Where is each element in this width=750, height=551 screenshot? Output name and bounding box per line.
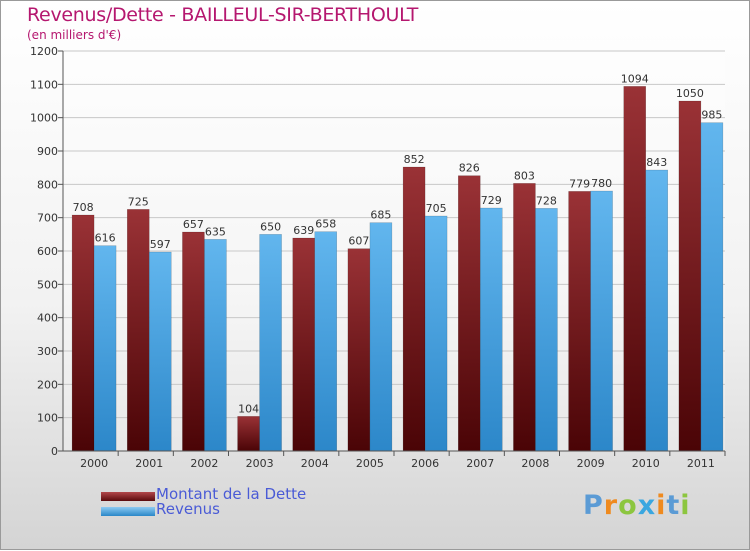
y-tick-label: 1100 — [30, 78, 58, 91]
bar-revenus — [700, 122, 724, 452]
chart-subtitle: (en milliers d'€) — [27, 28, 122, 42]
bar-revenus — [590, 190, 613, 452]
legend-label-revenus: Revenus — [156, 500, 220, 518]
proxiti-logo: Proxiti — [583, 490, 691, 521]
y-tick-label: 0 — [51, 445, 58, 458]
legend-swatch-revenus — [101, 507, 155, 516]
y-tick-label: 600 — [37, 245, 58, 258]
bar-revenus — [480, 207, 503, 452]
x-tick-label: 2002 — [190, 457, 218, 470]
y-tick-label: 1000 — [30, 112, 58, 125]
x-tick-label: 2001 — [135, 457, 163, 470]
y-tick-label: 800 — [37, 178, 58, 191]
data-label: 597 — [150, 238, 171, 251]
data-label: 635 — [205, 225, 226, 238]
y-tick-label: 200 — [37, 378, 58, 391]
data-label: 803 — [514, 169, 535, 182]
bar-dette — [347, 248, 371, 452]
data-label: 729 — [481, 194, 502, 207]
bar-revenus — [259, 234, 282, 452]
bar-revenus — [149, 251, 172, 452]
x-tick-label: 2003 — [246, 457, 274, 470]
x-tick-label: 2010 — [632, 457, 660, 470]
data-label: 708 — [73, 201, 94, 214]
x-tick-label: 2004 — [301, 457, 329, 470]
bar-revenus — [369, 222, 393, 452]
logo-letter: i — [680, 490, 691, 521]
y-tick-label: 500 — [37, 278, 58, 291]
data-label: 658 — [315, 218, 336, 231]
x-tick-label: 2008 — [521, 457, 549, 470]
data-label: 780 — [591, 177, 612, 190]
x-tick-label: 2005 — [356, 457, 384, 470]
bar-revenus — [424, 215, 448, 452]
logo-letter: P — [583, 490, 604, 521]
bar-dette — [292, 237, 315, 452]
data-label: 657 — [183, 218, 204, 231]
x-tick-label: 2006 — [411, 457, 439, 470]
data-label: 728 — [536, 194, 557, 207]
bar-revenus — [314, 231, 337, 452]
bar-dette — [127, 209, 150, 452]
logo-letter: r — [603, 490, 619, 521]
data-label: 1050 — [676, 87, 704, 100]
y-tick-label: 900 — [37, 145, 58, 158]
logo-letter: o — [618, 490, 638, 521]
data-label: 685 — [370, 209, 391, 222]
bar-revenus — [204, 239, 227, 452]
logo-letter: x — [637, 490, 657, 521]
bar-dette — [71, 214, 95, 452]
bar-dette — [568, 191, 591, 452]
data-label: 616 — [95, 232, 116, 245]
x-tick-label: 2011 — [687, 457, 715, 470]
chart-title: Revenus/Dette - BAILLEUL-SIR-BERTHOULT — [27, 4, 419, 26]
bar-revenus — [535, 208, 558, 452]
bar-dette — [678, 100, 702, 452]
data-label: 607 — [348, 235, 369, 248]
bar-dette — [623, 86, 646, 452]
data-label: 852 — [404, 153, 425, 166]
x-tick-label: 2000 — [80, 457, 108, 470]
data-label: 104 — [238, 402, 259, 415]
bar-revenus — [93, 245, 117, 452]
y-tick-label: 100 — [37, 412, 58, 425]
data-label: 985 — [701, 109, 722, 122]
bar-dette — [458, 175, 481, 452]
legend-label-dette: Montant de la Dette — [156, 485, 307, 503]
bar-dette — [402, 166, 426, 452]
data-label: 843 — [646, 156, 667, 169]
legend-swatch-dette — [101, 492, 155, 501]
x-tick-label: 2007 — [466, 457, 494, 470]
data-label: 639 — [293, 224, 314, 237]
bar-dette — [182, 231, 205, 452]
bar-revenus — [645, 169, 668, 452]
data-label: 779 — [569, 177, 590, 190]
bar-dette — [237, 416, 260, 452]
logo-letter: i — [656, 490, 667, 521]
data-label: 725 — [128, 195, 149, 208]
data-label: 650 — [260, 220, 281, 233]
data-label: 705 — [426, 202, 447, 215]
y-tick-label: 300 — [37, 345, 58, 358]
y-tick-label: 400 — [37, 312, 58, 325]
y-tick-label: 700 — [37, 212, 58, 225]
y-tick-label: 1200 — [30, 45, 58, 58]
bar-dette — [513, 183, 536, 452]
logo-letter: t — [666, 490, 681, 521]
x-tick-label: 2009 — [577, 457, 605, 470]
data-label: 1094 — [621, 72, 649, 85]
data-label: 826 — [459, 162, 480, 175]
